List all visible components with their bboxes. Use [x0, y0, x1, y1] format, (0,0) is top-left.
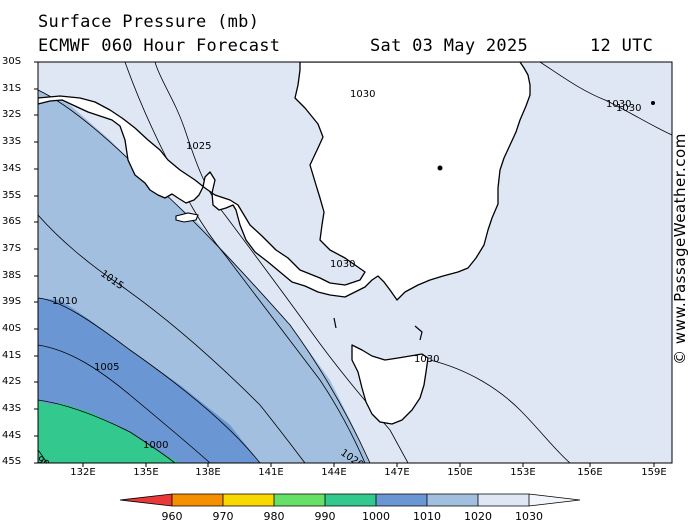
- island-dot: [437, 165, 443, 171]
- band-990-1000: [38, 400, 180, 463]
- legend-swatch-970: [172, 494, 223, 506]
- lon-label: 141E: [258, 467, 284, 478]
- legend-swatch-1020: [427, 494, 478, 506]
- legend-swatch-1030: [478, 494, 529, 506]
- tasmania: [351, 344, 429, 425]
- island-dot: [651, 101, 655, 105]
- forecast-date: Sat 03 May 2025: [370, 36, 529, 56]
- isobar-1005: [38, 344, 211, 463]
- isobar-label-1030: 1030: [414, 354, 439, 365]
- legend-arrow-high: [529, 494, 580, 506]
- lat-label: 42S: [2, 376, 22, 387]
- legend-swatch-990: [274, 494, 325, 506]
- lon-label: 153E: [510, 467, 536, 478]
- lat-label: 43S: [2, 403, 22, 414]
- model-forecast-label: ECMWF 060 Hour Forecast: [38, 36, 281, 56]
- isobar-label-1030: 1030: [606, 99, 631, 110]
- lon-label: 147E: [384, 467, 410, 478]
- lat-label: 35S: [2, 190, 22, 201]
- lon-label: 150E: [447, 467, 473, 478]
- isobar-1025: [124, 62, 366, 463]
- lat-label: 41S: [2, 350, 22, 361]
- lat-label: 44S: [2, 430, 22, 441]
- legend-label: 1030: [515, 510, 543, 523]
- map-frame: [37, 61, 673, 464]
- isobar-label-1030: 1030: [350, 89, 375, 100]
- isobar-label-1030: 1030: [330, 259, 355, 270]
- credit-text: © www.PassageWeather.com: [671, 133, 689, 365]
- forecast-time: 12 UTC: [590, 36, 654, 56]
- legend-label: 970: [212, 510, 234, 523]
- isobar-1030-south: [429, 359, 571, 463]
- isobar-1020: [38, 89, 371, 463]
- isobar-1000: [38, 399, 176, 463]
- legend-label: 980: [263, 510, 285, 523]
- legend-bar: [119, 493, 581, 507]
- isobar-label-1030: 1030: [616, 103, 641, 114]
- isobar-995: [38, 449, 48, 463]
- lat-label: 31S: [2, 83, 22, 94]
- isobar-1015: [38, 214, 306, 463]
- lat-label: 40S: [2, 323, 22, 334]
- lat-label: 34S: [2, 163, 22, 174]
- legend-swatch-1010: [376, 494, 427, 506]
- lat-label: 36S: [2, 216, 22, 227]
- isobar-1010: [38, 297, 261, 463]
- lon-label: 144E: [321, 467, 347, 478]
- legend-label: 1020: [464, 510, 492, 523]
- legend-label: 1000: [362, 510, 390, 523]
- isobar-label-1025: 1025: [186, 141, 211, 152]
- lat-label: 32S: [2, 109, 22, 120]
- lat-label: 38S: [2, 270, 22, 281]
- legend-swatch-980: [223, 494, 274, 506]
- legend-label: 1010: [413, 510, 441, 523]
- legend-label: 960: [161, 510, 183, 523]
- lat-label: 39S: [2, 296, 22, 307]
- lon-label: 138E: [195, 467, 221, 478]
- legend-label: 990: [314, 510, 336, 523]
- map-title: Surface Pressure (mb): [38, 12, 260, 32]
- lat-label: 30S: [2, 56, 22, 67]
- lon-label: 132E: [70, 467, 96, 478]
- australia-mainland: [38, 62, 531, 301]
- lon-label: 156E: [577, 467, 603, 478]
- isobar-label-1005: 1005: [94, 362, 119, 373]
- lon-label: 135E: [133, 467, 159, 478]
- lat-label: 45S: [2, 456, 22, 467]
- lat-label: 37S: [2, 243, 22, 254]
- isobar-1030-east: [539, 62, 672, 136]
- lon-label: 159E: [641, 467, 667, 478]
- legend-swatch-1000: [325, 494, 376, 506]
- island-dot: [333, 317, 423, 341]
- kangaroo-island: [175, 212, 199, 223]
- isobar-label-995: 995: [34, 454, 56, 474]
- isobar-label-1000: 1000: [143, 440, 168, 451]
- isobar-label-1010: 1010: [52, 296, 77, 307]
- isobar-1030-west: [154, 62, 409, 463]
- lat-label: 33S: [2, 136, 22, 147]
- legend-swatch-960: [120, 494, 172, 506]
